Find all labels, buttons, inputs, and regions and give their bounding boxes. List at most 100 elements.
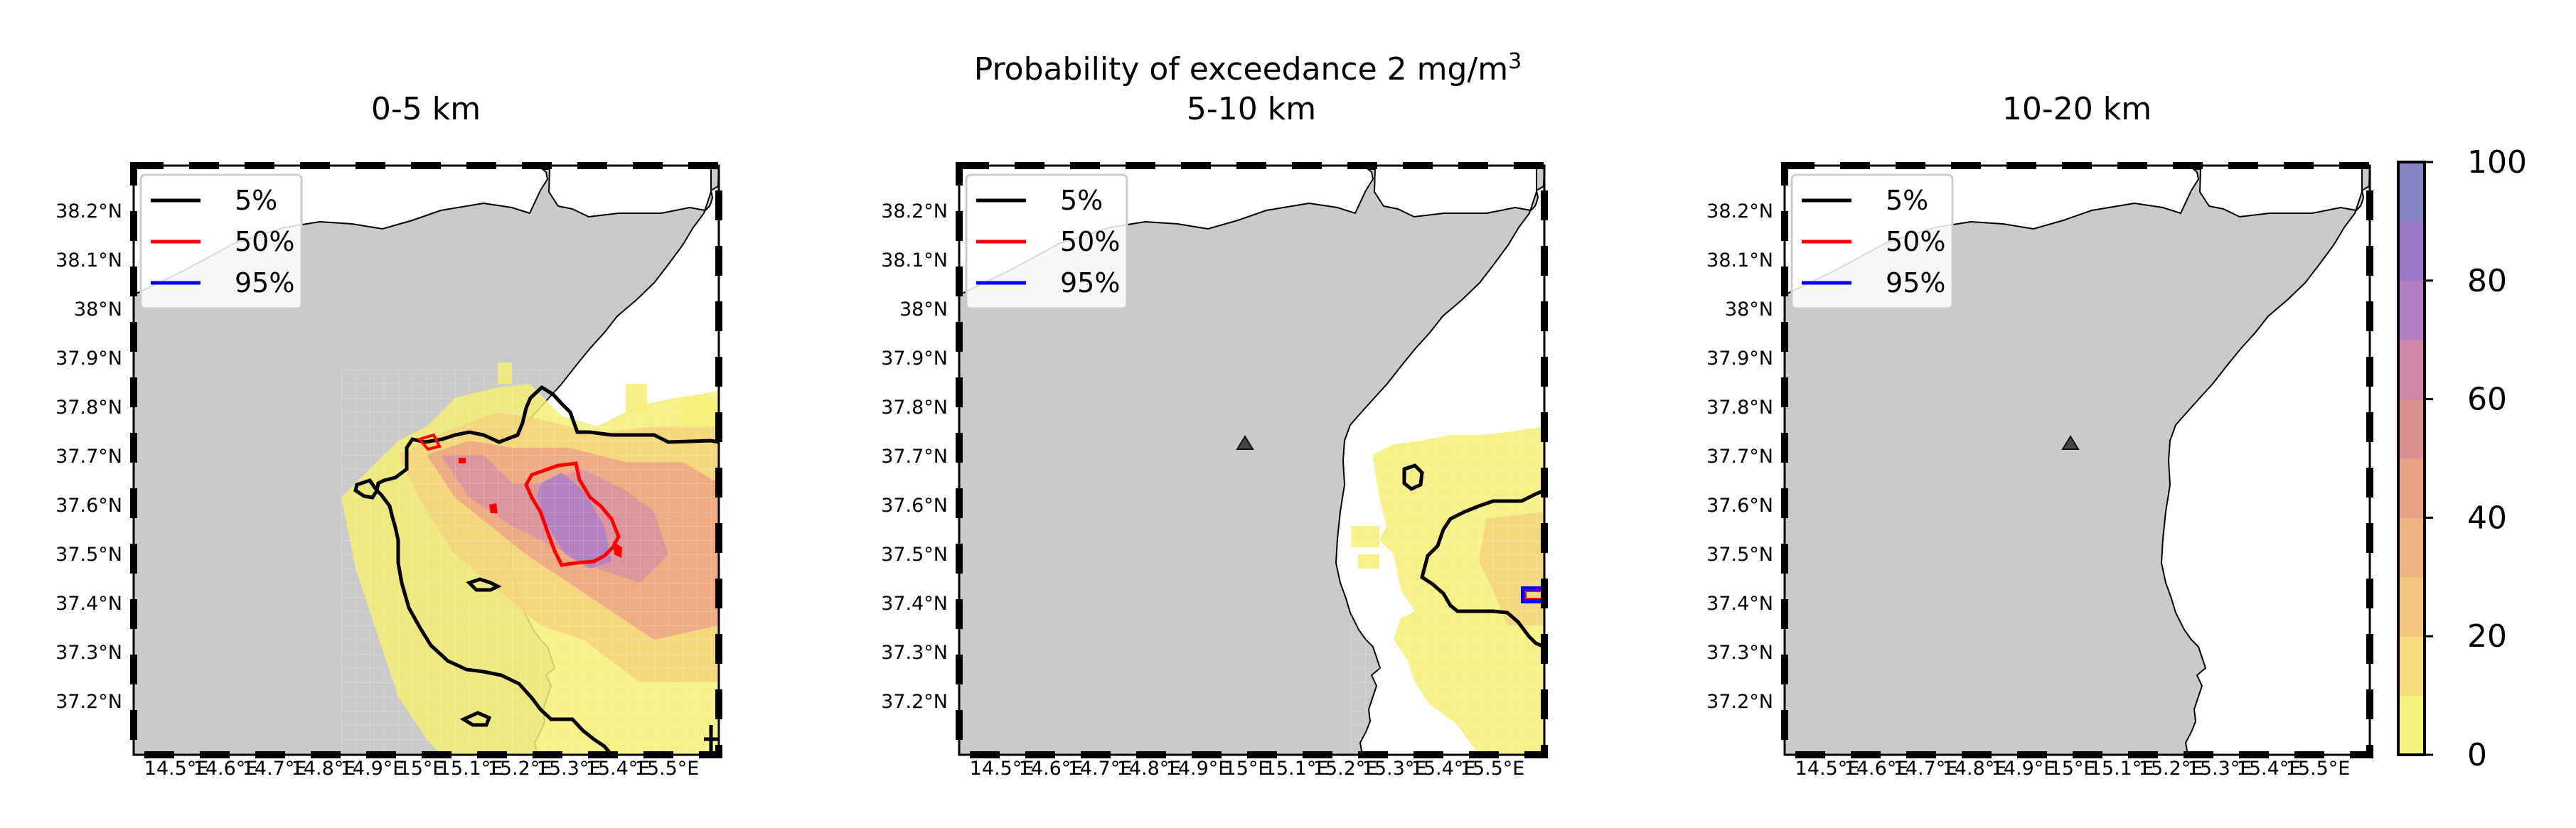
svg-text:15.5°E: 15.5°E — [635, 758, 700, 780]
colorbar-tick-label: 40 — [2467, 500, 2507, 536]
colorbar-tick-label: 60 — [2467, 382, 2507, 418]
svg-text:15.1°E: 15.1°E — [439, 758, 503, 780]
svg-text:15.2°E: 15.2°E — [488, 758, 552, 780]
legend-label-95: 95% — [235, 267, 294, 299]
colorbar-band — [2398, 695, 2425, 756]
legend: 5% 50% 95% — [965, 173, 1128, 310]
legend-label-50: 50% — [1060, 226, 1120, 257]
contour-5pct — [1420, 488, 1544, 649]
svg-text:37.2°N: 37.2°N — [55, 691, 122, 713]
legend-label-95: 95% — [1060, 267, 1120, 299]
panel-title: 0-5 km — [371, 91, 481, 127]
colorbar-band — [2398, 576, 2425, 637]
svg-text:15.3°E: 15.3°E — [537, 758, 602, 780]
svg-text:37.9°N: 37.9°N — [881, 348, 948, 370]
svg-text:15°E: 15°E — [1224, 758, 1271, 780]
panel-title: 10-20 km — [2002, 91, 2152, 127]
svg-text:37.5°N: 37.5°N — [881, 544, 948, 566]
svg-text:15.4°E: 15.4°E — [586, 758, 651, 780]
contour-95pct — [1521, 586, 1544, 603]
map-frame-dashed — [1781, 162, 2373, 758]
colorbar-band — [2398, 458, 2425, 518]
svg-text:37.5°N: 37.5°N — [55, 544, 122, 566]
colorbar: 100 80 60 40 20 0 — [2397, 144, 2527, 773]
lon-labels: 14.5°E 14.6°E 14.7°E 14.8°E 14.9°E 15°E … — [1795, 758, 2351, 780]
legend: 5% 50% 95% — [1790, 173, 1954, 310]
contour-5pct — [375, 385, 719, 755]
svg-text:14.7°E: 14.7°E — [1893, 758, 1958, 780]
colorbar-tick-label: 100 — [2467, 144, 2527, 181]
land — [1785, 166, 2370, 755]
svg-text:14.8°E: 14.8°E — [1942, 758, 2007, 780]
legend-label-50: 50% — [1886, 226, 1945, 257]
svg-text:14.8°E: 14.8°E — [1117, 758, 1182, 780]
svg-text:14.8°E: 14.8°E — [292, 758, 356, 780]
svg-text:15.3°E: 15.3°E — [1362, 758, 1427, 780]
colorbar-tick-label: 20 — [2467, 618, 2507, 655]
panel-title: 5-10 km — [1187, 91, 1316, 127]
svg-text:37.3°N: 37.3°N — [881, 642, 948, 664]
svg-text:15.5°E: 15.5°E — [2286, 758, 2351, 780]
colorbar-band — [2398, 280, 2425, 340]
colorbar-band — [2398, 221, 2425, 281]
panel-10-20km: 10-20 km 5% 50% 95% 38.2°N 38.1°N 38°N 3… — [1706, 91, 2373, 780]
lon-labels: 14.5°E 14.6°E 14.7°E 14.8°E 14.9°E 15°E … — [144, 758, 700, 780]
svg-text:37.6°N: 37.6°N — [1706, 495, 1773, 517]
svg-text:37.7°N: 37.7°N — [1706, 446, 1773, 468]
svg-text:37.2°N: 37.2°N — [881, 691, 948, 713]
svg-text:38.1°N: 38.1°N — [881, 249, 948, 271]
svg-text:38.1°N: 38.1°N — [55, 249, 122, 271]
volcano-icon — [2061, 435, 2080, 450]
colorbar-band — [2398, 636, 2425, 697]
svg-text:38°N: 38°N — [1725, 299, 1773, 321]
panel-0-5km: 0-5 km — [55, 91, 722, 780]
svg-text:15°E: 15°E — [399, 758, 445, 780]
map-frame-dashed — [956, 162, 1548, 758]
colorbar-bands — [2398, 162, 2425, 756]
legend-label-5: 5% — [1060, 185, 1103, 216]
svg-text:14.7°E: 14.7°E — [242, 758, 307, 780]
svg-text:37.4°N: 37.4°N — [1706, 593, 1773, 615]
legend-label-50: 50% — [235, 226, 294, 257]
colorbar-ticks: 100 80 60 40 20 0 — [2425, 144, 2527, 773]
svg-text:37.3°N: 37.3°N — [1706, 642, 1773, 664]
svg-text:15.3°E: 15.3°E — [2188, 758, 2252, 780]
colorbar-tick-label: 80 — [2467, 263, 2507, 299]
svg-text:37.6°N: 37.6°N — [881, 495, 948, 517]
legend-label-5: 5% — [1886, 185, 1928, 216]
panel-5-10km: 5-10 km 5% 50% 95% — [881, 91, 1548, 780]
probability-field — [341, 362, 719, 755]
lon-labels: 14.5°E 14.6°E 14.7°E 14.8°E 14.9°E 15°E … — [970, 758, 1525, 780]
lat-labels: 38.2°N 38.1°N 38°N 37.9°N 37.8°N 37.7°N … — [1706, 200, 1773, 713]
svg-text:14.9°E: 14.9°E — [341, 758, 405, 780]
colorbar-band — [2398, 340, 2425, 400]
svg-text:14.5°E: 14.5°E — [1795, 758, 1860, 780]
colorbar-tick-label: 0 — [2467, 737, 2487, 773]
svg-text:37.8°N: 37.8°N — [1706, 397, 1773, 419]
map-frame-dashed — [130, 162, 722, 758]
contour-50pct — [524, 461, 621, 567]
svg-text:14.6°E: 14.6°E — [1844, 758, 1909, 780]
svg-text:15.1°E: 15.1°E — [1264, 758, 1329, 780]
legend-label-5: 5% — [235, 185, 277, 216]
svg-text:37.5°N: 37.5°N — [1706, 544, 1773, 566]
svg-text:15.4°E: 15.4°E — [1411, 758, 1476, 780]
svg-text:15.5°E: 15.5°E — [1460, 758, 1525, 780]
svg-text:37.7°N: 37.7°N — [55, 446, 122, 468]
svg-text:38.2°N: 38.2°N — [881, 200, 948, 222]
svg-text:38°N: 38°N — [899, 299, 948, 321]
svg-text:37.9°N: 37.9°N — [1706, 348, 1773, 370]
svg-text:37.3°N: 37.3°N — [55, 642, 122, 664]
svg-text:14.5°E: 14.5°E — [144, 758, 209, 780]
svg-text:38.1°N: 38.1°N — [1706, 249, 1773, 271]
svg-text:37.4°N: 37.4°N — [55, 593, 122, 615]
svg-text:15.1°E: 15.1°E — [2090, 758, 2154, 780]
colorbar-band — [2398, 399, 2425, 459]
svg-text:14.6°E: 14.6°E — [193, 758, 258, 780]
lat-labels: 38.2°N 38.1°N 38°N 37.9°N 37.8°N 37.7°N … — [55, 200, 122, 713]
svg-text:37.4°N: 37.4°N — [881, 593, 948, 615]
svg-text:14.5°E: 14.5°E — [970, 758, 1035, 780]
svg-text:38.2°N: 38.2°N — [1706, 200, 1773, 222]
figure-title: Probability of exceedance 2 mg/m3 — [974, 49, 1522, 87]
